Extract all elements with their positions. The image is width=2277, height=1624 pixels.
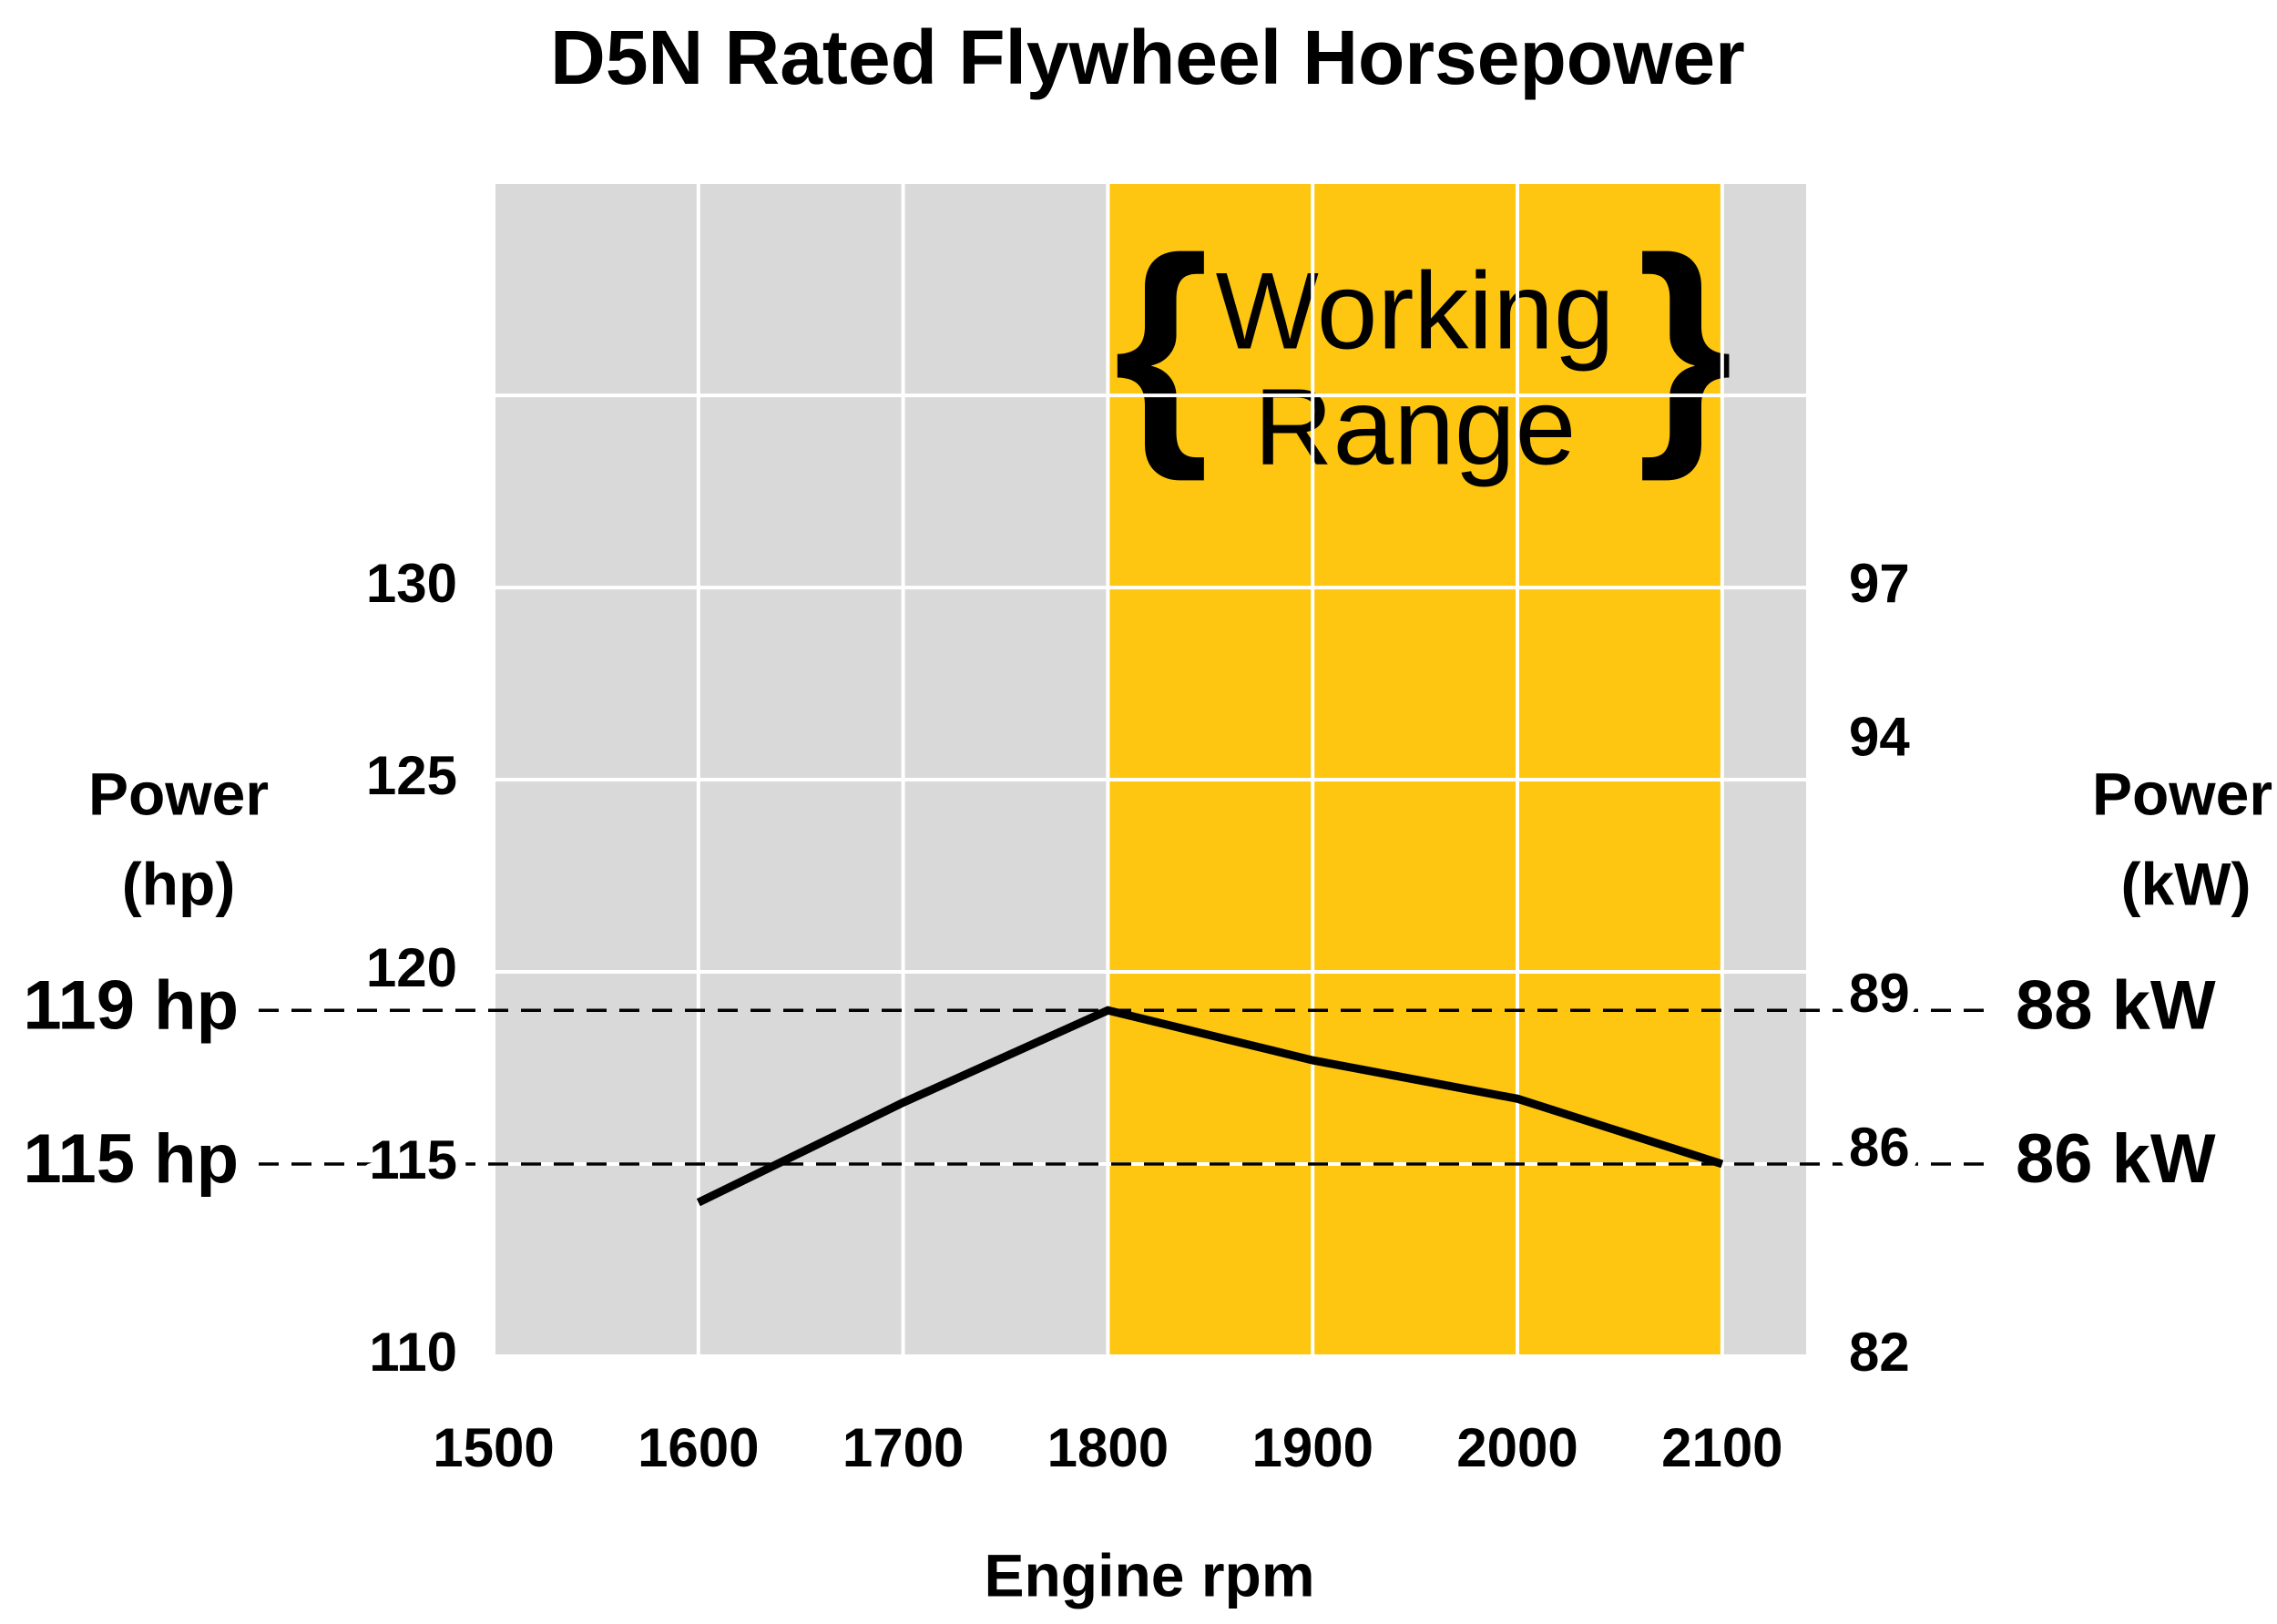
y-tick-label: 130 [366,553,457,614]
y-tick-label: 125 [366,745,457,806]
power-line [696,1006,1724,1207]
reference-label: 86 kW [2016,1120,2216,1198]
y2-axis-title: Power [2092,760,2272,827]
x-tick-label: 1700 [842,1417,964,1478]
y2-axis-title: (kW) [2121,850,2251,917]
reference-label: 115 hp [23,1120,239,1198]
y2-tick-label: 94 [1849,707,1910,768]
y-axis-title: Power [88,760,269,827]
chart-title: D5N Rated Flywheel Horsepower [550,15,1745,100]
brace: } [1637,208,1732,483]
working-range-band [1108,184,1722,1356]
y2-tick-label: 86 [1849,1117,1910,1178]
x-axis-title: Engine rpm [984,1541,1314,1609]
band-label: Range [1254,366,1577,488]
y-axis-title: (hp) [122,850,236,917]
y2-tick-label: 97 [1849,553,1910,614]
x-tick-label: 1900 [1251,1417,1373,1478]
reference-label: 119 hp [23,966,239,1044]
x-tick-label: 1800 [1047,1417,1169,1478]
reference-label: 88 kW [2016,966,2216,1044]
brace: { [1113,208,1209,483]
x-tick-label: 2000 [1456,1417,1578,1478]
band-label: Working [1216,250,1615,373]
y-tick-label: 120 [366,937,457,998]
y2-tick-label: 89 [1849,963,1910,1024]
y2-tick-label: 82 [1849,1322,1910,1383]
x-tick-label: 1500 [433,1417,554,1478]
x-tick-label: 1600 [638,1417,759,1478]
y-tick-label: 110 [369,1322,457,1383]
y-tick-label: 115 [369,1129,457,1190]
x-tick-label: 2100 [1661,1417,1782,1478]
